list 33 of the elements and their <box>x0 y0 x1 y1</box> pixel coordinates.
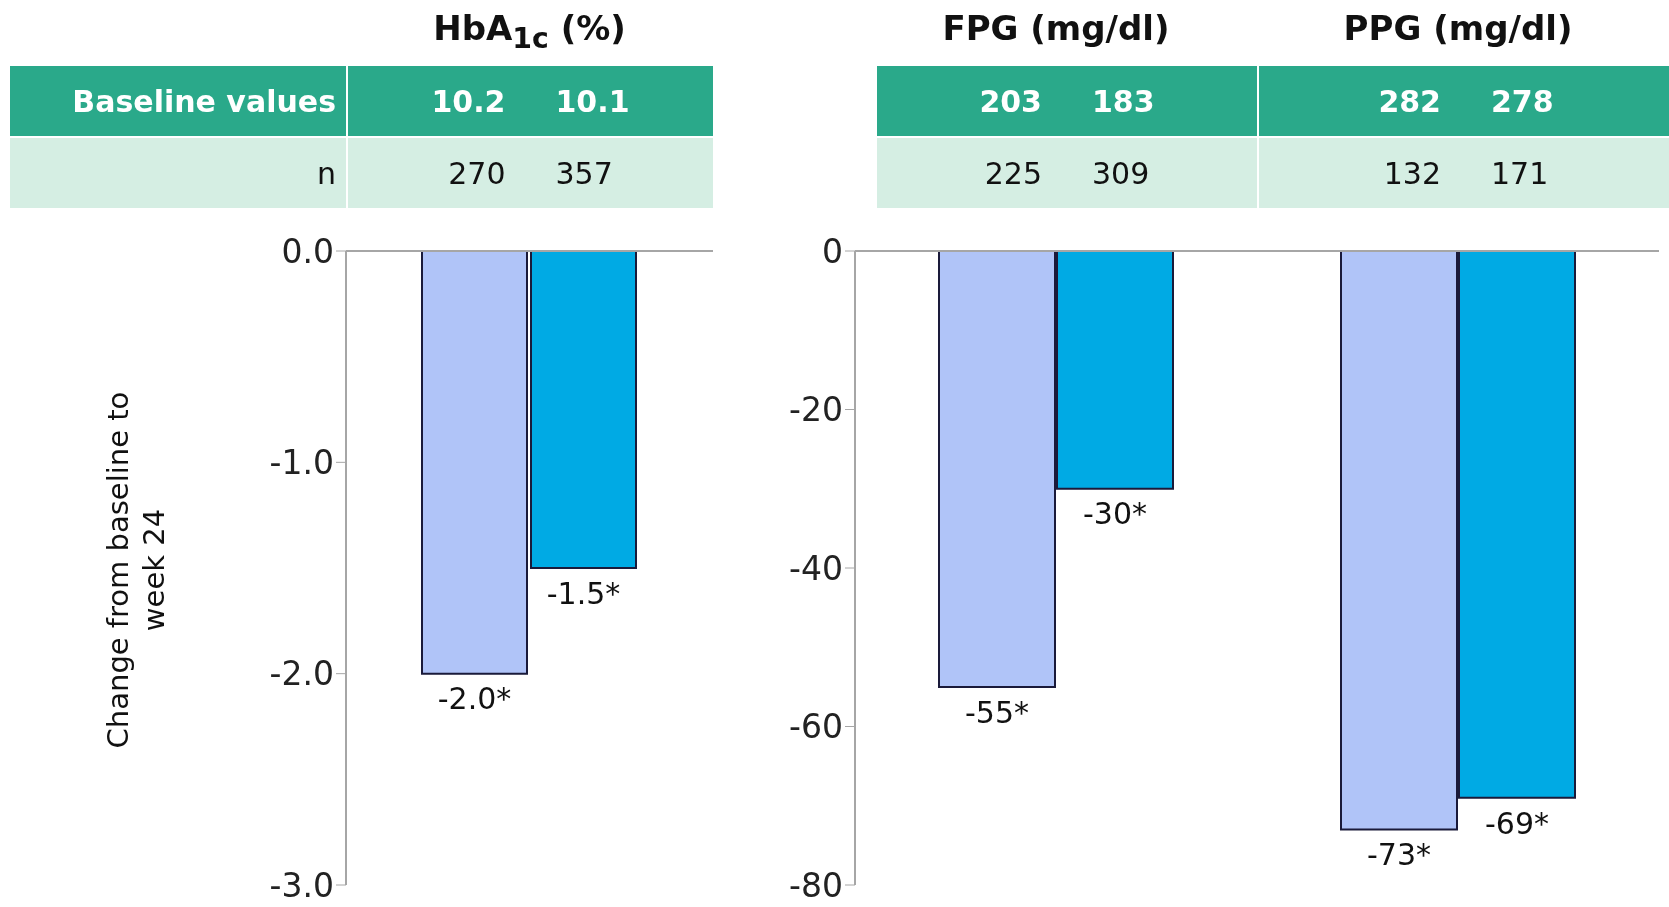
text: 10.2 <box>431 83 506 119</box>
chart-title: HbA$_{1c}$ (%) <box>432 8 627 55</box>
y-tick-label: -1.0 <box>269 443 334 483</box>
x-tick-label: FPG (mg/dl) <box>941 8 1171 48</box>
text: Baseline values <box>10 66 346 136</box>
y-tick-label: -3.0 <box>269 865 334 905</box>
text: 282 <box>1378 83 1441 119</box>
data-label: -2.0* <box>437 681 512 717</box>
data-label: -30* <box>1083 496 1147 532</box>
y-tick-label: 0 <box>822 231 843 271</box>
text: 278 <box>1491 83 1554 119</box>
y-tick-label: -2.0 <box>269 654 334 694</box>
y-tick-label: -20 <box>789 390 843 430</box>
text: 225 <box>984 155 1042 191</box>
text: 270 <box>448 155 506 191</box>
y-axis-title: Change from baseline to week 24 <box>100 390 172 751</box>
y-tick-label: -40 <box>789 548 843 588</box>
y-tick-label: -60 <box>789 707 843 747</box>
text: 203 <box>979 83 1042 119</box>
data-label: -73* <box>1367 837 1431 873</box>
text: 357 <box>555 155 613 191</box>
data-label: -55* <box>965 694 1029 730</box>
data-label: -69* <box>1485 805 1549 841</box>
data-label: -1.5* <box>546 575 621 611</box>
text: 171 <box>1491 155 1549 191</box>
x-tick-label: PPG (mg/dl) <box>1342 8 1574 48</box>
text: 132 <box>1383 155 1441 191</box>
text: n <box>10 138 346 208</box>
text: 309 <box>1092 155 1150 191</box>
text: 183 <box>1092 83 1155 119</box>
y-tick-label: -80 <box>789 865 843 905</box>
text: 10.1 <box>555 83 630 119</box>
y-tick-label: 0.0 <box>281 231 334 271</box>
